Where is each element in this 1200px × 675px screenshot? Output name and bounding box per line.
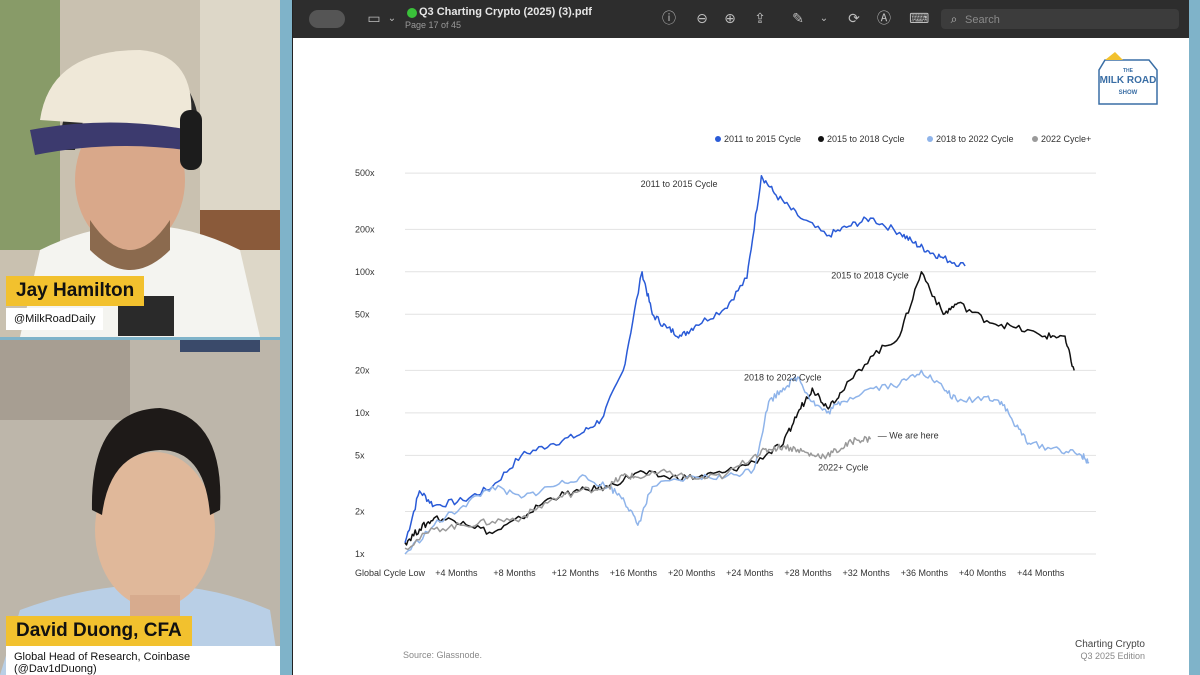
legend-label-0: 2011 to 2015 Cycle: [724, 134, 801, 144]
zoom-out-icon[interactable]: ⊖: [696, 11, 708, 27]
x-tick-label: +24 Months: [726, 568, 774, 578]
y-tick-label: 200x: [355, 224, 375, 234]
logo-line-2: MILK ROAD: [1100, 75, 1157, 86]
participant-2-handle: Global Head of Research, Coinbase (@Dav1…: [6, 646, 280, 675]
info-icon[interactable]: ⓘ: [662, 11, 676, 27]
zoom-in-icon[interactable]: ⊕: [724, 11, 736, 27]
legend-label-1: 2015 to 2018 Cycle: [827, 134, 905, 144]
participant-2-name: David Duong, CFA: [6, 616, 192, 646]
y-tick-label: 50x: [355, 309, 370, 319]
legend-marker-3: [1032, 136, 1038, 142]
viewer-toolbar: ▭ ⌄ Q3 Charting Crypto (2025) (3).pdf Pa…: [293, 0, 1189, 38]
annotation-4: 2022+ Cycle: [818, 463, 868, 473]
series-line-2: [404, 369, 1090, 555]
y-tick-label: 500x: [355, 168, 375, 178]
series-line-0: [404, 174, 966, 544]
x-tick-label: +4 Months: [435, 568, 478, 578]
series-line-3: [404, 435, 872, 551]
x-tick-label: +44 Months: [1017, 568, 1065, 578]
x-tick-label: +16 Months: [610, 568, 658, 578]
search-input[interactable]: [963, 11, 1167, 29]
x-tick-label: +20 Months: [668, 568, 716, 578]
logo-line-1: THE: [1123, 68, 1134, 74]
y-tick-label: 1x: [355, 549, 365, 559]
markup-chevron-icon[interactable]: ⌄: [819, 13, 829, 24]
status-dot-icon: [407, 8, 417, 18]
annotation-0: 2011 to 2015 Cycle: [641, 179, 718, 189]
y-tick-label: 5x: [355, 450, 365, 460]
annotation-2: 2018 to 2022 Cycle: [744, 372, 822, 382]
legend-marker-1: [818, 136, 824, 142]
form-fill-icon[interactable]: ⌨: [909, 11, 930, 27]
y-tick-label: 2x: [355, 507, 365, 517]
milk-road-logo: THE MILK ROAD SHOW: [1098, 52, 1158, 105]
y-tick-label: 100x: [355, 267, 375, 277]
search-icon: ⌕: [950, 12, 958, 26]
share-icon[interactable]: ⇪: [754, 11, 766, 27]
x-tick-label: +36 Months: [901, 568, 949, 578]
participant-video-1: Jay Hamilton @MilkRoadDaily: [0, 0, 280, 337]
legend-label-2: 2018 to 2022 Cycle: [936, 134, 1014, 144]
annotate-icon[interactable]: Ⓐ: [877, 11, 891, 27]
participant-1-name: Jay Hamilton: [6, 276, 145, 306]
document-title: Q3 Charting Crypto (2025) (3).pdf: [419, 6, 592, 18]
sidebar-toggle-icon[interactable]: ▭: [367, 11, 381, 27]
page-indicator: Page 17 of 45: [405, 20, 462, 30]
legend-label-3: 2022 Cycle+: [1041, 134, 1091, 144]
chevron-down-icon[interactable]: ⌄: [387, 13, 397, 24]
search-field[interactable]: ⌕: [941, 9, 1179, 29]
brand-title: Charting Crypto: [1074, 639, 1145, 650]
annotation-1: 2015 to 2018 Cycle: [831, 270, 909, 280]
participant-1-handle: @MilkRoadDaily: [6, 308, 104, 330]
y-tick-label: 20x: [355, 365, 370, 375]
rotate-icon[interactable]: ⟳: [848, 11, 860, 27]
y-tick-label: 10x: [355, 408, 370, 418]
pdf-page: 1x 2x 5x 10x 20x 50x 100x 200x 500x Global Cycle …: [293, 38, 1189, 675]
legend-marker-0: [715, 136, 721, 142]
window-controls-icon[interactable]: [309, 10, 345, 28]
annotation-3: — We are here: [878, 430, 939, 440]
participant-video-2: David Duong, CFA Global Head of Research…: [0, 340, 280, 675]
legend-marker-2: [927, 136, 933, 142]
participant-1-scene: [0, 0, 280, 337]
x-tick-label: +40 Months: [959, 568, 1007, 578]
series-line-1: [404, 271, 1075, 546]
x-tick-label: +12 Months: [552, 568, 600, 578]
x-tick-label: +28 Months: [784, 568, 832, 578]
x-tick-label: +32 Months: [843, 568, 891, 578]
logo-line-3: SHOW: [1119, 90, 1138, 96]
x-tick-label: Global Cycle Low: [355, 568, 426, 578]
x-tick-label: +8 Months: [493, 568, 536, 578]
cycle-chart: 1x 2x 5x 10x 20x 50x 100x 200x 500x Global Cycle …: [355, 134, 1096, 578]
pdf-viewer-window: ▭ ⌄ Q3 Charting Crypto (2025) (3).pdf Pa…: [292, 0, 1189, 675]
markup-pen-icon[interactable]: ✎: [792, 11, 804, 27]
source-note: Source: Glassnode.: [403, 650, 483, 660]
edition-label: Q3 2025 Edition: [1080, 651, 1145, 661]
